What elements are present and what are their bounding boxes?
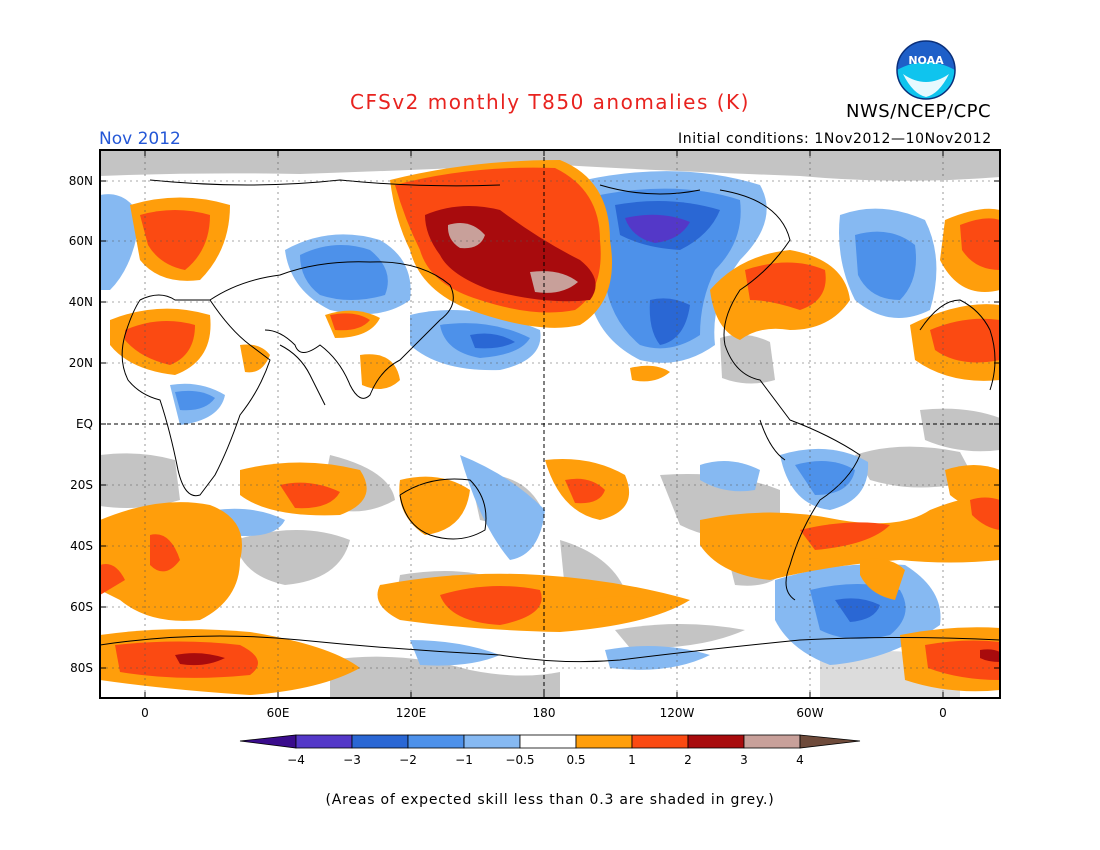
lon-label: 60E	[267, 706, 290, 720]
lat-label: 80S	[70, 661, 93, 675]
lat-label: 20S	[70, 478, 93, 492]
colorbar-tick-label: −2	[399, 753, 417, 767]
colorbar-swatch	[743, 734, 801, 749]
colorbar-tick-label: 4	[796, 753, 804, 767]
agency-label: NWS/NCEP/CPC	[846, 101, 992, 122]
colorbar-swatch	[687, 734, 745, 749]
colorbar-swatch	[799, 734, 861, 749]
colorbar-tick-label: −0.5	[505, 753, 534, 767]
lon-label: 120W	[660, 706, 695, 720]
colorbar-swatch	[575, 734, 633, 749]
colorbar-tick-label: −3	[343, 753, 361, 767]
colorbar-swatch	[407, 734, 465, 749]
lon-label: 180	[533, 706, 556, 720]
lat-label: 80N	[69, 174, 93, 188]
lat-label: 20N	[69, 356, 93, 370]
chart-title: CFSv2 monthly T850 anomalies (K)	[350, 90, 750, 114]
lat-label: 40S	[70, 539, 93, 553]
lat-label: EQ	[76, 417, 93, 431]
anomaly-field	[100, 150, 1000, 698]
lon-label: 60W	[796, 706, 823, 720]
colorbar-tick-label: 3	[740, 753, 748, 767]
lat-label: 60N	[69, 234, 93, 248]
anomaly-plus-3	[447, 222, 578, 293]
lat-label: 60S	[70, 600, 93, 614]
lon-ticks	[144, 150, 944, 698]
lat-label: 40N	[69, 295, 93, 309]
colorbar-tick-label: −4	[287, 753, 305, 767]
lon-label: 0	[141, 706, 149, 720]
colorbar-swatch	[239, 734, 297, 749]
graticule	[100, 150, 1000, 698]
lon-label: 120E	[396, 706, 427, 720]
colorbar-tick-label: 2	[684, 753, 692, 767]
colorbar-tick-label: 0.5	[566, 753, 585, 767]
colorbar-tick-label: −1	[455, 753, 473, 767]
coastlines	[100, 179, 1000, 663]
colorbar-swatch	[295, 734, 353, 749]
colorbar: −4 −3 −2 −1 −0.5 0.5 1 2 3 4	[239, 734, 861, 767]
period-label: Nov 2012	[99, 129, 181, 149]
skill-footnote: (Areas of expected skill less than 0.3 a…	[325, 792, 775, 808]
colorbar-tick-label: 1	[628, 753, 636, 767]
initial-conditions-label: Initial conditions: 1Nov2012—10Nov2012	[678, 131, 992, 147]
colorbar-swatch	[463, 734, 521, 749]
anomaly-minus-4	[625, 214, 690, 243]
colorbar-swatch	[631, 734, 689, 749]
lon-label: 0	[939, 706, 947, 720]
colorbar-swatch	[351, 734, 409, 749]
colorbar-swatch	[519, 734, 577, 749]
noaa-logo: NOAA	[896, 40, 956, 100]
noaa-logo-text: NOAA	[908, 54, 944, 67]
lat-ticks	[100, 180, 1000, 669]
